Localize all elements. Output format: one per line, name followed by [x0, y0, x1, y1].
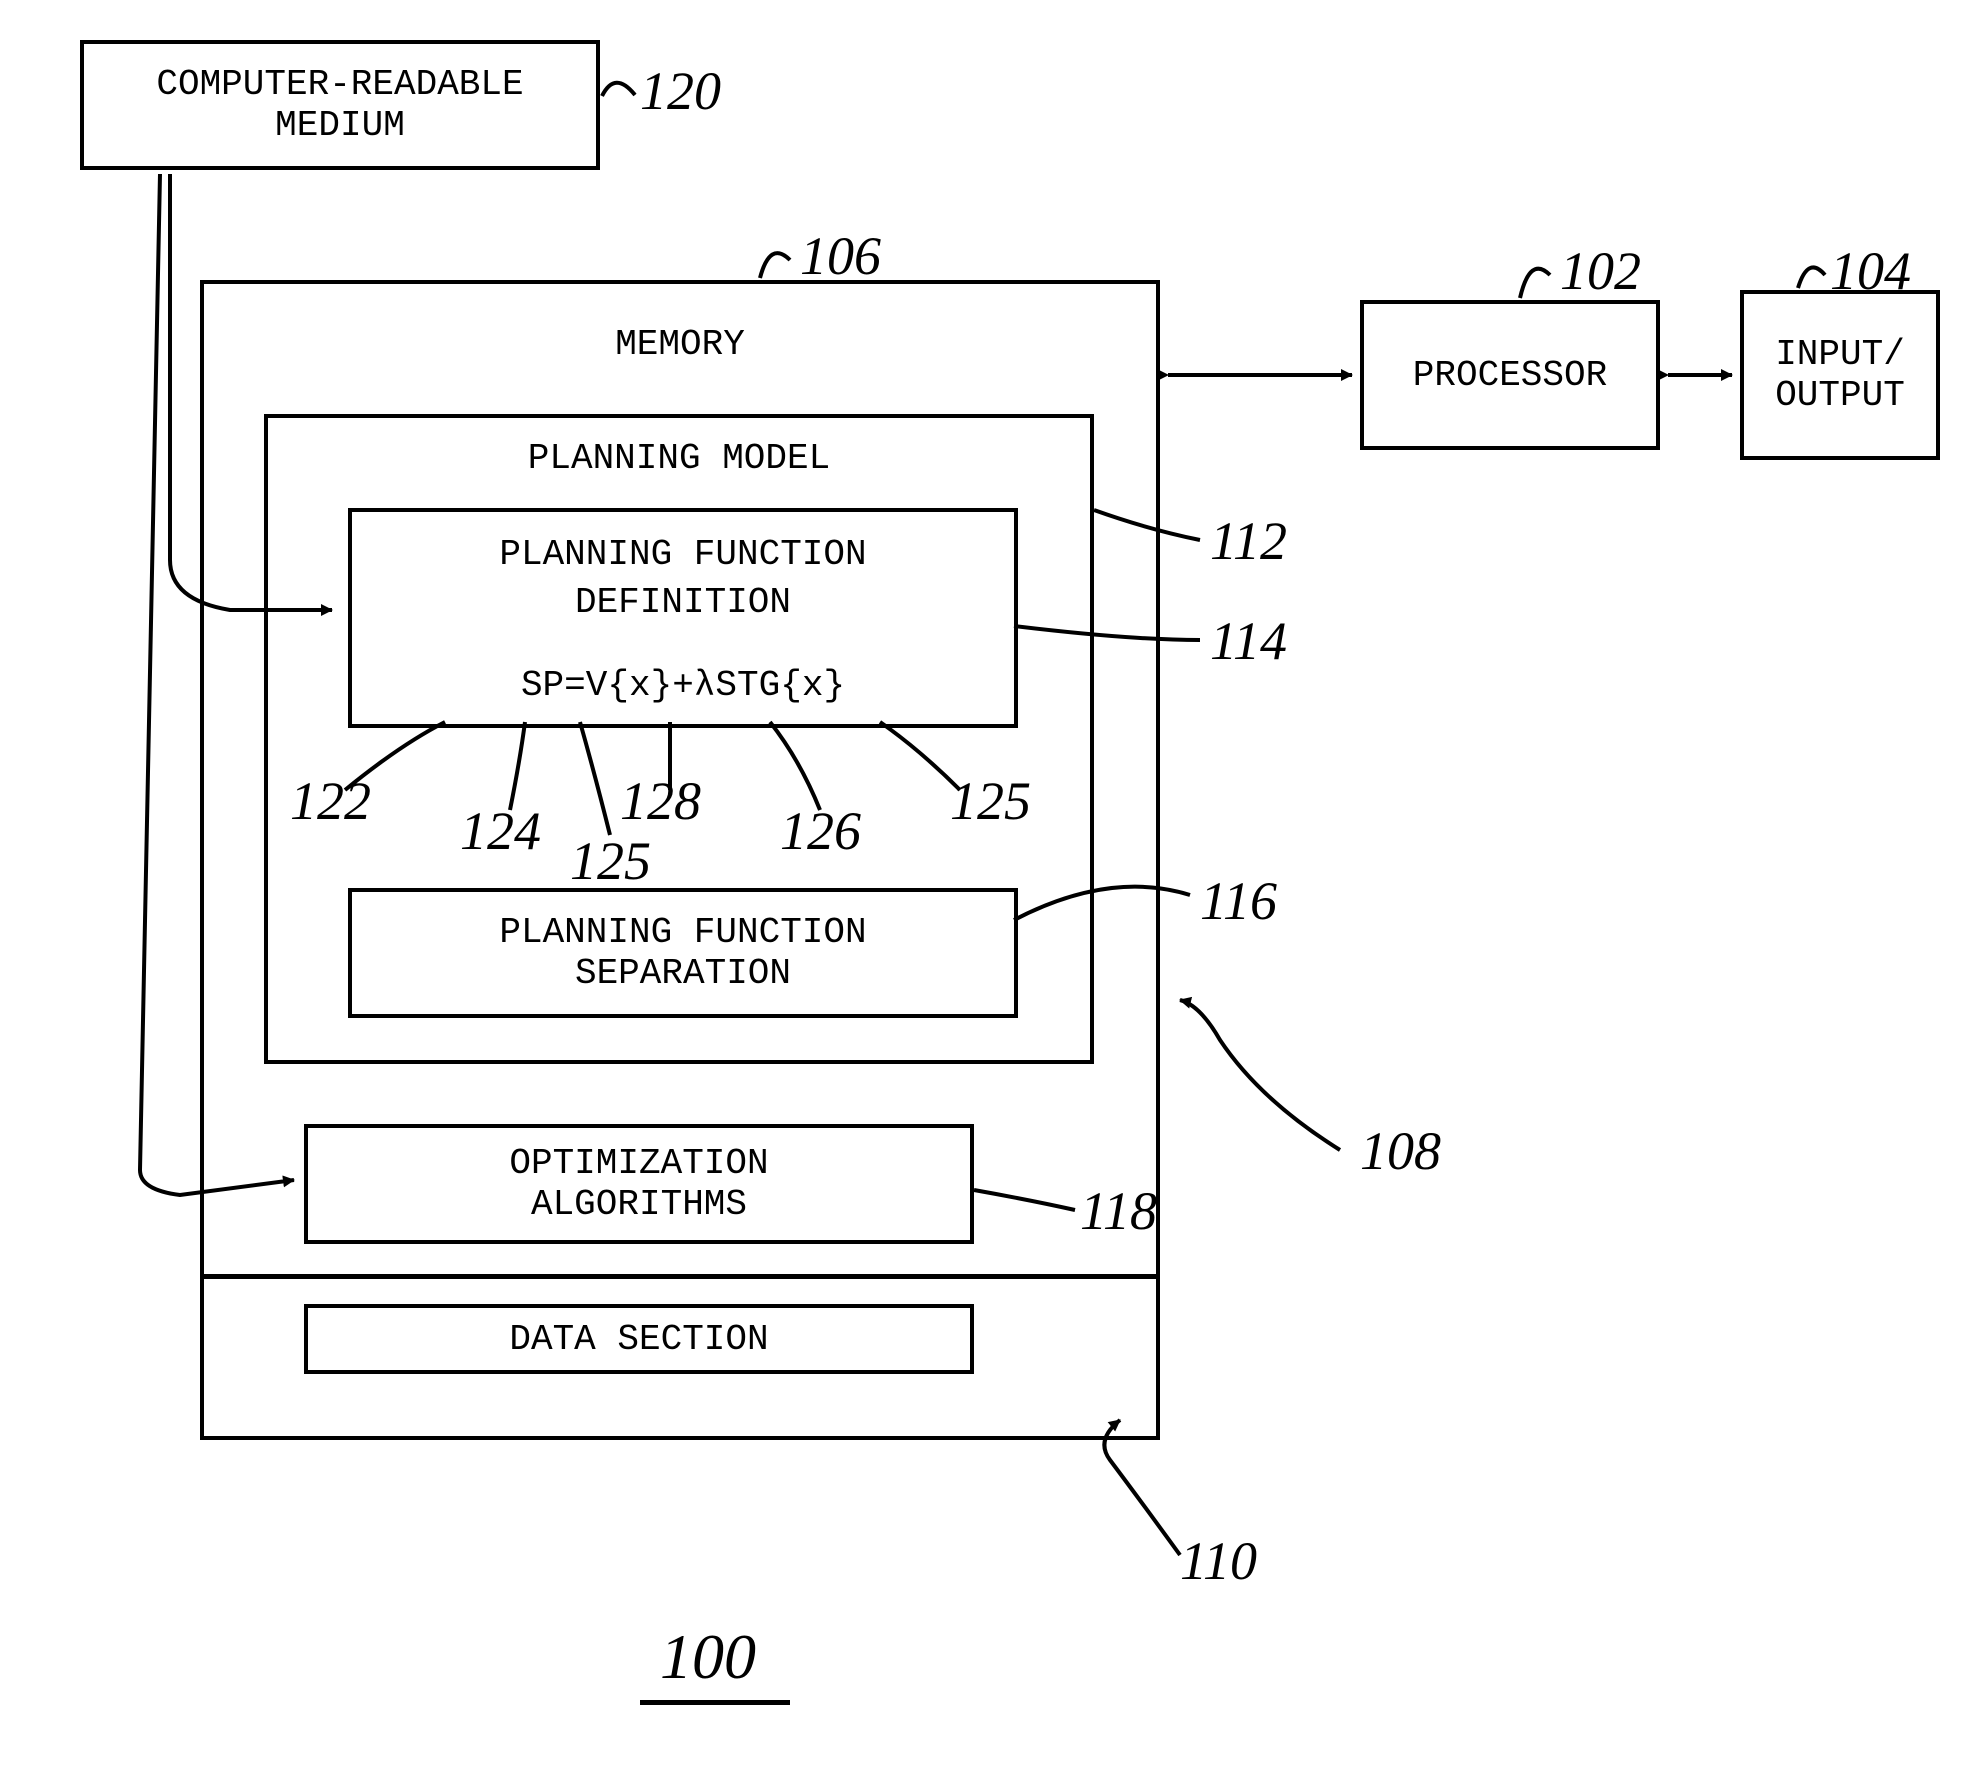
data-label: DATA SECTION [509, 1319, 768, 1360]
crm-box: COMPUTER-READABLEMEDIUM [80, 40, 600, 170]
io-label: INPUT/OUTPUT [1775, 334, 1905, 416]
data-box: DATA SECTION [304, 1304, 974, 1374]
ref-124: 124 [460, 800, 541, 862]
formula-eq: = [564, 665, 586, 706]
ref-118: 118 [1080, 1180, 1157, 1242]
formula-sp: SP [521, 665, 564, 706]
ref-122: 122 [290, 770, 371, 832]
memory-box: MEMORY PLANNING MODEL PLANNING FUNCTION … [200, 280, 1160, 1440]
formula-vx: {x} [607, 665, 672, 706]
ref-125b: 125 [950, 770, 1031, 832]
pfd-line2: DEFINITION [352, 582, 1014, 623]
opt-box: OPTIMIZATIONALGORITHMS [304, 1124, 974, 1244]
planning-model-box: PLANNING MODEL PLANNING FUNCTION DEFINIT… [264, 414, 1094, 1064]
processor-box: PROCESSOR [1360, 300, 1660, 450]
formula-stg: STG [715, 665, 780, 706]
ref-100: 100 [660, 1620, 756, 1694]
ref-106: 106 [800, 225, 881, 287]
opt-label: OPTIMIZATIONALGORITHMS [509, 1143, 768, 1225]
ref-100-underline [640, 1700, 790, 1705]
data-separator-line [204, 1274, 1156, 1279]
ref-125a: 125 [570, 830, 651, 892]
ref-102: 102 [1560, 240, 1641, 302]
pfd-line1: PLANNING FUNCTION [352, 534, 1014, 575]
formula-sx: {x} [780, 665, 845, 706]
pfs-label: PLANNING FUNCTIONSEPARATION [499, 912, 866, 994]
ref-128: 128 [620, 770, 701, 832]
pfs-box: PLANNING FUNCTIONSEPARATION [348, 888, 1018, 1018]
ref-114: 114 [1210, 610, 1287, 672]
ref-108: 108 [1360, 1120, 1441, 1182]
formula-plus: + [672, 665, 694, 706]
ref-126: 126 [780, 800, 861, 862]
planning-model-title: PLANNING MODEL [268, 438, 1090, 479]
processor-label: PROCESSOR [1413, 355, 1607, 396]
formula-v: V [586, 665, 608, 706]
formula-lam: λ [694, 665, 716, 706]
ref-116: 116 [1200, 870, 1277, 932]
ref-120: 120 [640, 60, 721, 122]
pfd-formula: SP=V{x}+λSTG{x} [352, 665, 1014, 706]
memory-title: MEMORY [204, 324, 1156, 365]
pfd-box: PLANNING FUNCTION DEFINITION SP=V{x}+λST… [348, 508, 1018, 728]
crm-label: COMPUTER-READABLEMEDIUM [156, 64, 523, 146]
io-box: INPUT/OUTPUT [1740, 290, 1940, 460]
ref-110: 110 [1180, 1530, 1257, 1592]
ref-112: 112 [1210, 510, 1287, 572]
ref-104: 104 [1830, 240, 1911, 302]
